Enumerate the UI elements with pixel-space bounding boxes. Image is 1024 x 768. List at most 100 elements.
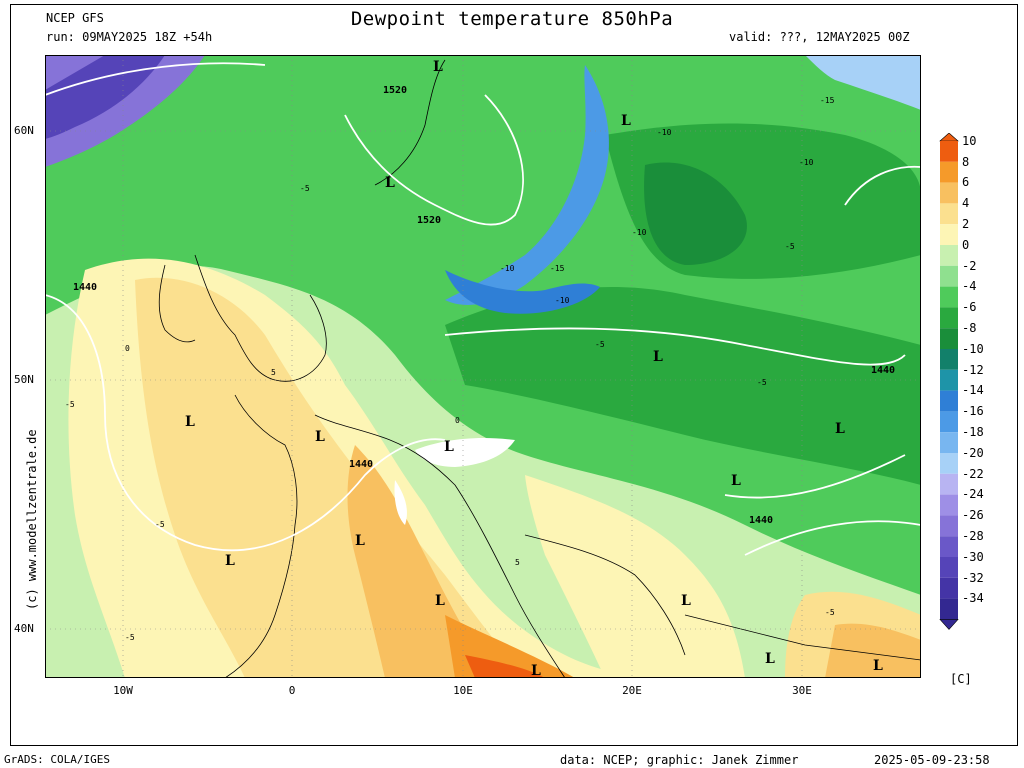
zone-orange-pale bbox=[347, 445, 495, 678]
contour-value: -5 bbox=[785, 242, 795, 251]
colorbar-cell bbox=[940, 557, 958, 578]
low-marker: L bbox=[385, 175, 395, 191]
contour-value: -10 bbox=[799, 158, 814, 167]
lon-label: 30E bbox=[792, 684, 812, 697]
contour-value: -10 bbox=[657, 128, 672, 137]
map-labels: 1520 1520 1440 1440 1440 1440 bbox=[73, 85, 895, 526]
low-marker: L bbox=[315, 429, 325, 445]
zone-baltic-blue bbox=[445, 65, 609, 305]
colorbar-cell bbox=[940, 536, 958, 557]
contour-value: -5 bbox=[65, 400, 75, 409]
colorbar-label: -22 bbox=[962, 466, 984, 481]
colorbar-label: -18 bbox=[962, 425, 984, 439]
contour-value: -5 bbox=[757, 378, 767, 387]
side-credit: (c) www.modellzentrale.de bbox=[25, 429, 39, 610]
colorbar-label: 8 bbox=[962, 154, 970, 169]
colorbar-cell bbox=[940, 328, 958, 349]
colorbar-label: -32 bbox=[962, 570, 984, 585]
colorbar-label: -30 bbox=[962, 549, 984, 564]
colorbar-label: -10 bbox=[962, 341, 984, 356]
colorbar-cell bbox=[940, 349, 958, 370]
colorbar-label: -26 bbox=[962, 508, 984, 523]
lat-label: 40N bbox=[14, 622, 34, 635]
colorbar bbox=[939, 133, 959, 630]
run-info: run: 09MAY2025 18Z +54h bbox=[46, 30, 213, 44]
pressure-label-4: 1440 bbox=[349, 459, 373, 470]
colorbar-cell bbox=[940, 224, 958, 245]
contour-value: -5 bbox=[595, 340, 605, 349]
pressure-label-3: 1440 bbox=[73, 282, 97, 293]
colorbar-cell bbox=[940, 141, 958, 162]
zone-alps bbox=[415, 438, 515, 467]
colorbar-cell bbox=[940, 598, 958, 620]
colorbar-cell bbox=[940, 369, 958, 391]
zone-ne-blue bbox=[805, 55, 921, 110]
colorbar-cell bbox=[940, 473, 958, 495]
lon-label: 10W bbox=[113, 684, 133, 697]
colorbar-cell bbox=[940, 390, 958, 412]
lat-label: 50N bbox=[14, 373, 34, 386]
footer-credits: data: NCEP; graphic: Janek Zimmer bbox=[560, 753, 799, 767]
page-title: Dewpoint temperature 850hPa bbox=[350, 8, 674, 30]
colorbar-cell bbox=[940, 515, 958, 537]
colorbar-label: 0 bbox=[962, 237, 970, 252]
colorbar-label: -16 bbox=[962, 404, 984, 419]
lon-label: 20E bbox=[622, 684, 642, 697]
colorbar-cell bbox=[940, 265, 958, 287]
contour-value: 5 bbox=[515, 558, 520, 567]
contour-value: 0 bbox=[125, 344, 130, 353]
low-marker: L bbox=[531, 663, 541, 678]
zone-hot bbox=[465, 655, 545, 678]
low-marker: L bbox=[653, 349, 663, 365]
contour-values: -5 -10 -10 -15 -10 -10 -5 -5 -5 -15 -10 … bbox=[65, 96, 835, 642]
contour-value: -10 bbox=[632, 228, 647, 237]
model-name: NCEP GFS bbox=[46, 11, 104, 25]
colorbar-label: -14 bbox=[962, 383, 984, 398]
zone-turkey-orange bbox=[825, 623, 921, 678]
colorbar-arrow-top bbox=[939, 133, 959, 142]
low-marker: L bbox=[444, 439, 454, 455]
contour-value: -10 bbox=[500, 264, 515, 273]
colorbar-cell bbox=[940, 182, 958, 204]
colorbar-cell bbox=[940, 203, 958, 225]
coastlines bbox=[158, 59, 921, 678]
zone-balkans bbox=[525, 475, 745, 678]
contour-value: -10 bbox=[555, 296, 570, 305]
colorbar-label: 2 bbox=[962, 217, 970, 231]
colorbar-label: 10 bbox=[962, 133, 977, 148]
colorbar-label: -4 bbox=[962, 279, 977, 294]
colorbar-label: -20 bbox=[962, 445, 984, 460]
colorbar-label: 6 bbox=[962, 175, 970, 190]
zone-baltic-south bbox=[445, 270, 600, 314]
colorbar-cell bbox=[940, 432, 958, 453]
pressure-label-2: 1520 bbox=[417, 215, 441, 226]
zone-deep-green bbox=[644, 162, 747, 265]
colorbar-cell bbox=[940, 307, 958, 329]
colorbar-label: -2 bbox=[962, 258, 977, 273]
colorbar-label: -8 bbox=[962, 321, 977, 335]
low-marker: L bbox=[355, 533, 365, 549]
colorbar-label: -6 bbox=[962, 300, 977, 315]
colorbar-cell bbox=[940, 453, 958, 474]
colorbar-cell bbox=[940, 286, 958, 308]
pressure-label-6: 1440 bbox=[871, 365, 895, 376]
low-marker: L bbox=[435, 593, 445, 609]
low-marker: L bbox=[681, 593, 691, 609]
lon-label: 0 bbox=[288, 684, 296, 697]
valid-time: valid: ???, 12MAY2025 00Z bbox=[729, 30, 910, 44]
low-marker: L bbox=[835, 421, 845, 437]
colorbar-label: -28 bbox=[962, 529, 984, 543]
footer-timestamp: 2025-05-09-23:58 bbox=[874, 753, 990, 767]
colorbar-label: -34 bbox=[962, 591, 984, 606]
colorbar-cell bbox=[940, 577, 958, 599]
contour-value: -5 bbox=[125, 633, 135, 642]
graticule bbox=[45, 55, 921, 678]
lat-label: 60N bbox=[14, 124, 34, 137]
low-marker: L bbox=[621, 113, 631, 129]
colorbar-unit: [C] bbox=[950, 672, 972, 686]
low-marker: L bbox=[873, 658, 883, 674]
colorbar-label: 4 bbox=[962, 196, 970, 211]
pressure-label-1: 1520 bbox=[383, 85, 407, 96]
dewpoint-map: 1520 1520 1440 1440 1440 1440 L L L L L … bbox=[45, 55, 921, 678]
contour-value: -5 bbox=[825, 608, 835, 617]
